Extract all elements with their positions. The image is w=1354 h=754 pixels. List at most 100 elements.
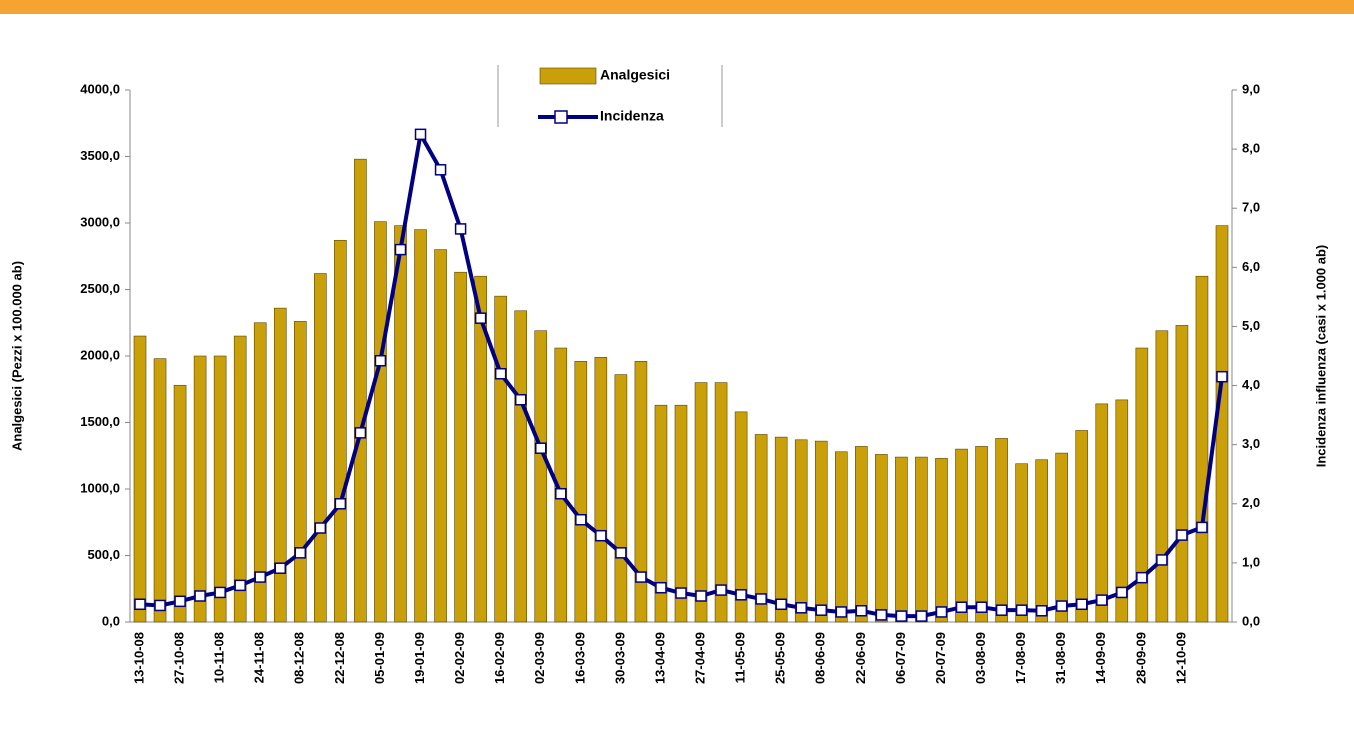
y-tick-label: 3000,0: [80, 214, 120, 229]
line-marker: [274, 562, 287, 574]
bar: [334, 239, 347, 623]
bar: [975, 446, 988, 623]
line-marker: [975, 601, 988, 613]
bar: [855, 446, 868, 623]
bar: [1095, 403, 1109, 623]
x-tick-label: 06-07-09: [893, 632, 908, 684]
x-tick-label: 12-10-09: [1173, 632, 1188, 684]
bar: [394, 225, 407, 623]
y2-tick-label: 7,0: [1242, 200, 1260, 215]
y2-tick-label: 1,0: [1242, 554, 1260, 569]
x-tick-label: 02-02-09: [452, 632, 467, 684]
line-marker: [1096, 594, 1108, 606]
x-tick-label: 16-02-09: [492, 632, 507, 684]
x-tick-label: 08-12-08: [292, 632, 307, 684]
bar: [354, 158, 367, 623]
x-tick-label: 14-09-09: [1093, 632, 1108, 684]
line-marker: [434, 164, 447, 176]
line-marker: [234, 579, 246, 592]
bar: [314, 273, 327, 623]
legend-label: Analgesici: [600, 67, 670, 83]
x-tick-label: 08-06-09: [813, 632, 828, 684]
y2-tick-label: 6,0: [1242, 259, 1260, 274]
bar: [634, 361, 648, 623]
bar: [895, 456, 908, 623]
bar: [213, 355, 227, 623]
line-marker: [575, 513, 587, 526]
line-marker: [795, 602, 807, 614]
line-marker: [374, 354, 387, 367]
bar: [293, 321, 307, 623]
line-marker: [935, 606, 948, 618]
y2-tick-label: 4,0: [1242, 377, 1260, 392]
line-marker: [895, 610, 908, 622]
x-tick-label: 11-05-09: [733, 632, 748, 683]
line-marker: [1015, 604, 1028, 616]
line-marker: [294, 547, 307, 559]
bar: [153, 358, 167, 623]
bar: [875, 454, 888, 623]
bar: [935, 458, 948, 623]
line-marker: [695, 590, 707, 602]
line-marker: [875, 609, 888, 621]
legend-label: Incidenza: [600, 108, 664, 124]
y-tick-label: 1000,0: [80, 480, 120, 495]
line-marker: [494, 367, 507, 380]
line-marker: [474, 312, 487, 324]
line-marker: [655, 581, 667, 594]
bar: [614, 374, 628, 623]
line-marker: [454, 223, 467, 235]
line-marker: [615, 547, 627, 559]
y-axis-title: Analgesici (Pezzi x 100.000 ab): [9, 261, 24, 451]
x-tick-label: 20-07-09: [933, 632, 948, 684]
line-marker: [835, 606, 848, 618]
x-tick-label: 28-09-09: [1133, 632, 1148, 684]
y2-tick-label: 8,0: [1242, 141, 1260, 156]
line-marker: [1035, 605, 1048, 617]
y2-tick-label: 0,0: [1242, 613, 1260, 628]
bar: [474, 275, 487, 623]
line-marker: [995, 604, 1008, 616]
y-tick-label: 1500,0: [80, 414, 120, 429]
line-marker: [915, 610, 928, 622]
line-marker: [214, 586, 226, 599]
y2-tick-label: 3,0: [1242, 436, 1260, 451]
line-marker: [815, 604, 828, 616]
line-marker: [675, 587, 687, 599]
x-tick-label: 13-04-09: [652, 632, 667, 684]
bar: [1195, 275, 1209, 623]
line-marker: [1136, 571, 1148, 584]
y-tick-label: 3500,0: [80, 148, 120, 163]
y2-tick-label: 2,0: [1242, 495, 1260, 510]
y-tick-label: 4000,0: [80, 81, 120, 96]
top-bar: [0, 0, 1354, 14]
bar: [233, 335, 247, 623]
bar: [534, 330, 548, 623]
line-marker: [555, 487, 567, 500]
bar: [1115, 399, 1129, 623]
line-marker: [254, 571, 266, 583]
y-tick-label: 500,0: [87, 547, 120, 562]
line-marker: [1055, 600, 1068, 612]
line-marker: [514, 393, 527, 406]
bar: [1135, 347, 1149, 623]
bar: [734, 411, 748, 623]
x-tick-label: 03-08-09: [973, 632, 988, 684]
line-marker: [755, 593, 767, 605]
legend-swatch: [554, 110, 568, 124]
y2-tick-label: 5,0: [1242, 318, 1260, 333]
line-marker: [775, 598, 787, 611]
bar: [574, 361, 588, 623]
bar: [995, 438, 1008, 623]
line-marker: [334, 498, 347, 510]
x-tick-label: 17-08-09: [1013, 632, 1028, 684]
line-marker: [595, 529, 607, 542]
line-marker: [1196, 521, 1208, 534]
bar: [374, 221, 387, 623]
bar: [514, 310, 528, 623]
bar: [774, 436, 788, 623]
x-tick-label: 31-08-09: [1053, 632, 1068, 684]
line-marker: [735, 589, 747, 601]
legend-swatch: [539, 67, 597, 85]
